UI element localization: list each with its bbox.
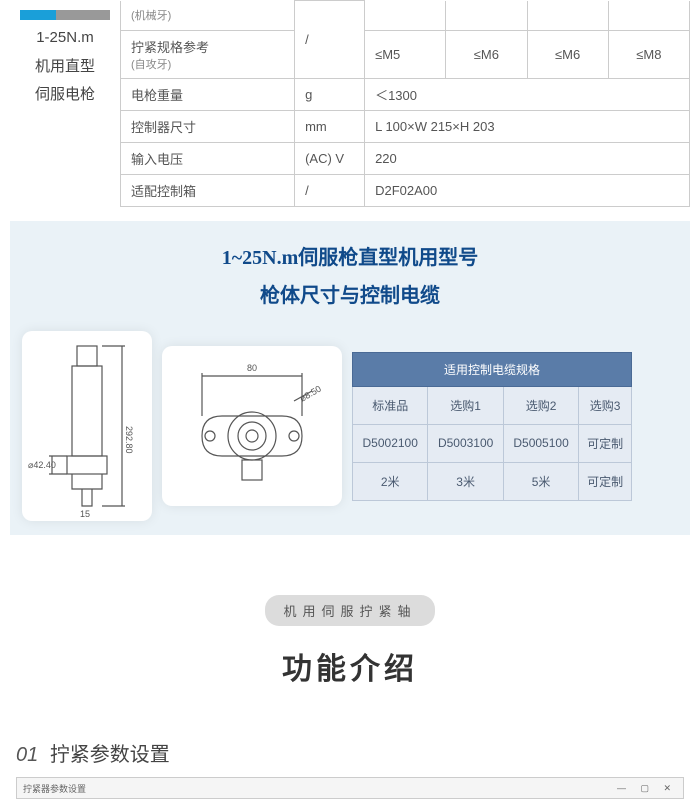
table-row: 控制器尺寸 mm L 100×W 215×H 203 bbox=[121, 111, 690, 143]
product-thumb bbox=[20, 10, 110, 20]
drawing-front: 80 ⌀8.50 bbox=[162, 346, 342, 506]
model-text: 1-25N.m 机用直型 伺服电枪 bbox=[35, 24, 95, 110]
spec-unit: (AC) V bbox=[295, 143, 365, 175]
cable-col: 选购1 bbox=[428, 386, 503, 424]
cable-cell: 可定制 bbox=[579, 462, 632, 500]
cable-cell: 可定制 bbox=[579, 424, 632, 462]
spec-unit: g bbox=[295, 79, 365, 111]
cable-cell: 3米 bbox=[428, 462, 503, 500]
cable-col: 选购2 bbox=[503, 386, 578, 424]
spec-unit: / bbox=[295, 175, 365, 207]
spec-label: 控制器尺寸 bbox=[121, 111, 295, 143]
table-row: 电枪重量 g ＜1300 bbox=[121, 79, 690, 111]
dim-text: 292.80 bbox=[124, 426, 134, 454]
dim-text: 80 bbox=[247, 363, 257, 373]
spec-sublabel: (自攻牙) bbox=[131, 59, 171, 71]
svg-text:15: 15 bbox=[80, 509, 90, 519]
spec-val: D2F02A00 bbox=[365, 175, 690, 207]
section-header: 机用伺服拧紧轴 功能介绍 bbox=[0, 595, 700, 688]
dim-text: ⌀42.40 bbox=[28, 460, 56, 470]
model-line: 1-25N.m bbox=[36, 29, 94, 46]
spec-val: L 100×W 215×H 203 bbox=[365, 111, 690, 143]
spec-val: ≤M8 bbox=[608, 31, 689, 79]
table-row: 2米 3米 5米 可定制 bbox=[353, 462, 632, 500]
window-title: 拧紧器参数设置 bbox=[23, 782, 86, 795]
spec-val: ≤M6 bbox=[446, 31, 527, 79]
table-row: (机械牙) / bbox=[121, 1, 690, 31]
table-row: 适配控制箱 / D2F02A00 bbox=[121, 175, 690, 207]
spec-label: (机械牙) bbox=[131, 10, 171, 22]
spec-label: 输入电压 bbox=[121, 143, 295, 175]
software-titlebar: 拧紧器参数设置 — ▢ ✕ bbox=[16, 777, 684, 799]
table-row: 输入电压 (AC) V 220 bbox=[121, 143, 690, 175]
model-line: 伺服电枪 bbox=[35, 86, 95, 103]
diagram-title: 1~25N.m伺服枪直型机用型号 枪体尺寸与控制电缆 bbox=[22, 239, 678, 315]
table-row: 标准品 选购1 选购2 选购3 bbox=[353, 386, 632, 424]
model-label-block: 1-25N.m 机用直型 伺服电枪 bbox=[10, 0, 120, 207]
section-pill: 机用伺服拧紧轴 bbox=[265, 595, 434, 626]
spec-label: 适配控制箱 bbox=[121, 175, 295, 207]
cable-cell: 2米 bbox=[353, 462, 428, 500]
feature-block: 01 拧紧参数设置 拧紧器参数设置 — ▢ ✕ bbox=[0, 738, 700, 799]
cable-col: 标准品 bbox=[353, 386, 428, 424]
spec-region: 1-25N.m 机用直型 伺服电枪 (机械牙) / 拧紧规格参考 (自攻牙) ≤… bbox=[0, 0, 700, 207]
spec-val: ≤M6 bbox=[527, 31, 608, 79]
diagram-title-line: 1~25N.m伺服枪直型机用型号 bbox=[222, 247, 479, 269]
cable-cell: D5005100 bbox=[503, 424, 578, 462]
spec-label: 拧紧规格参考 bbox=[131, 40, 209, 55]
diagram-content: ⌀42.40 292.80 15 80 bbox=[22, 331, 678, 521]
diagram-section: 1~25N.m伺服枪直型机用型号 枪体尺寸与控制电缆 ⌀42.40 292.80… bbox=[10, 221, 690, 535]
drawing-side: ⌀42.40 292.80 15 bbox=[22, 331, 152, 521]
model-line: 机用直型 bbox=[35, 58, 95, 75]
cable-spec-table: 适用控制电缆规格 标准品 选购1 选购2 选购3 D5002100 D50031… bbox=[352, 352, 632, 501]
feature-heading: 01 拧紧参数设置 bbox=[16, 738, 684, 767]
feature-title: 拧紧参数设置 bbox=[50, 744, 170, 766]
cable-header: 适用控制电缆规格 bbox=[353, 352, 632, 386]
cable-cell: 5米 bbox=[503, 462, 578, 500]
table-row: D5002100 D5003100 D5005100 可定制 bbox=[353, 424, 632, 462]
cable-col: 选购3 bbox=[579, 386, 632, 424]
cable-cell: D5003100 bbox=[428, 424, 503, 462]
diagram-title-line: 枪体尺寸与控制电缆 bbox=[260, 285, 440, 307]
spec-val: 220 bbox=[365, 143, 690, 175]
spec-unit: / bbox=[295, 1, 365, 79]
spec-unit: mm bbox=[295, 111, 365, 143]
section-title: 功能介绍 bbox=[0, 644, 700, 688]
spec-label: 电枪重量 bbox=[121, 79, 295, 111]
feature-number: 01 bbox=[16, 744, 38, 766]
window-controls-icon: — ▢ ✕ bbox=[617, 783, 677, 794]
spec-val: ＜1300 bbox=[365, 79, 690, 111]
cable-cell: D5002100 bbox=[353, 424, 428, 462]
table-row: 拧紧规格参考 (自攻牙) ≤M5 ≤M6 ≤M6 ≤M8 bbox=[121, 31, 690, 79]
spec-table: (机械牙) / 拧紧规格参考 (自攻牙) ≤M5 ≤M6 ≤M6 ≤M8 电枪重… bbox=[120, 0, 690, 207]
spec-val: ≤M5 bbox=[365, 31, 446, 79]
